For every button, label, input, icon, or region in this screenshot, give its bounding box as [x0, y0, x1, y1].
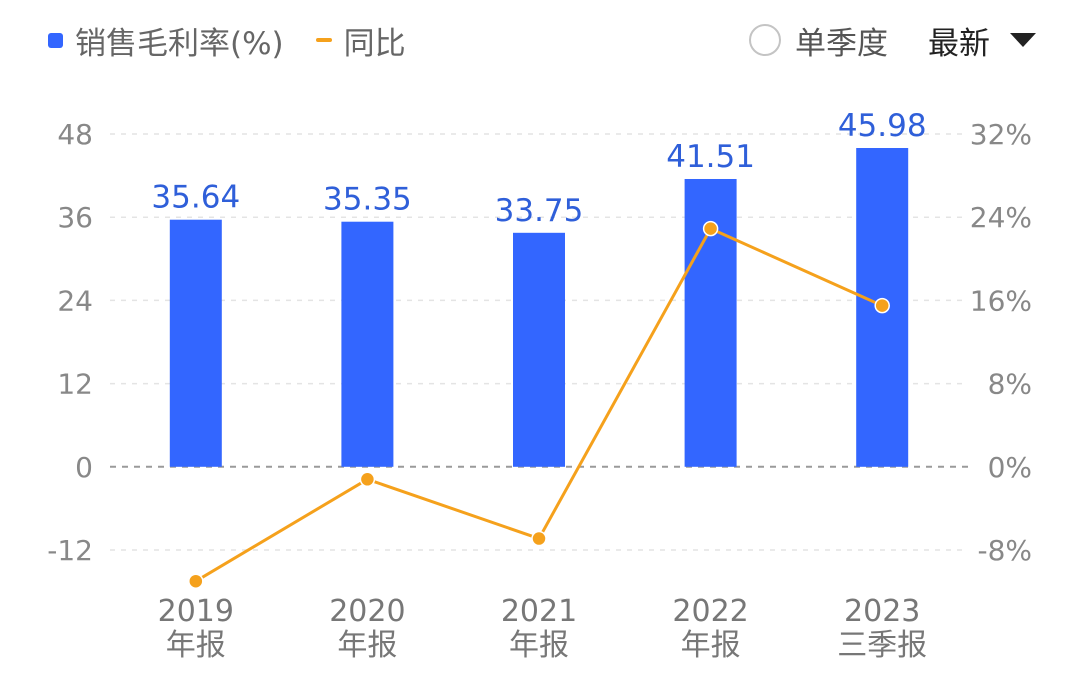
legend-label-yoy: 同比 [343, 25, 406, 62]
y-tick-label-left: 24 [57, 284, 93, 317]
chart-controls: 单季度 最新 [749, 18, 1036, 62]
period-select-value[interactable]: 最新 [928, 25, 990, 62]
single-quarter-label[interactable]: 单季度 [795, 25, 888, 62]
x-tick-label-year: 2021 [501, 594, 577, 629]
legend-item-gross-margin[interactable]: 销售毛利率(%) [48, 18, 284, 63]
bar-data-label: 35.35 [323, 182, 412, 218]
x-tick-label-period: 年报 [337, 628, 397, 663]
y-tick-label-right: 32% [970, 118, 1032, 151]
y-tick-label-left: 0 [75, 451, 93, 484]
chevron-down-icon[interactable] [1010, 33, 1036, 47]
y-tick-label-left: -12 [47, 534, 93, 567]
x-tick-label-period: 年报 [166, 628, 226, 663]
yoy-point [874, 297, 890, 314]
x-tick-label-period: 年报 [509, 628, 569, 663]
x-tick-label-year: 2022 [672, 594, 748, 629]
legend-label-gross-margin: 销售毛利率(%) [75, 25, 284, 62]
bar-swatch-icon [48, 32, 63, 48]
bar-data-label: 45.98 [838, 108, 927, 144]
single-quarter-radio[interactable] [749, 24, 781, 56]
bar [513, 232, 565, 467]
y-tick-label-right: -8% [977, 534, 1032, 567]
y-tick-label-left: 12 [57, 368, 93, 401]
yoy-point [702, 220, 719, 237]
x-tick-label-year: 2020 [329, 594, 405, 629]
x-tick-label-period: 三季报 [837, 628, 927, 663]
yoy-point [531, 530, 547, 547]
y-tick-label-right: 0% [988, 451, 1032, 484]
bar [169, 219, 222, 467]
x-tick-label-year: 2019 [158, 594, 234, 629]
legend-item-yoy[interactable]: 同比 [315, 18, 406, 63]
legend: 销售毛利率(%) 同比 [48, 18, 438, 62]
x-tick-label-period: 年报 [681, 628, 741, 663]
yoy-point [188, 573, 204, 589]
y-tick-label-right: 8% [988, 368, 1032, 401]
y-tick-label-right: 24% [970, 201, 1032, 234]
line-swatch-icon [315, 38, 332, 42]
bar-data-label: 35.64 [151, 180, 240, 216]
bar-data-label: 33.75 [495, 193, 584, 229]
x-tick-label-year: 2023 [844, 594, 920, 629]
bar-data-label: 41.51 [666, 139, 755, 175]
yoy-point [359, 471, 376, 488]
y-tick-label-right: 16% [970, 284, 1032, 317]
bar [341, 221, 394, 467]
y-tick-label-left: 36 [57, 201, 93, 234]
y-tick-label-left: 48 [57, 118, 93, 151]
